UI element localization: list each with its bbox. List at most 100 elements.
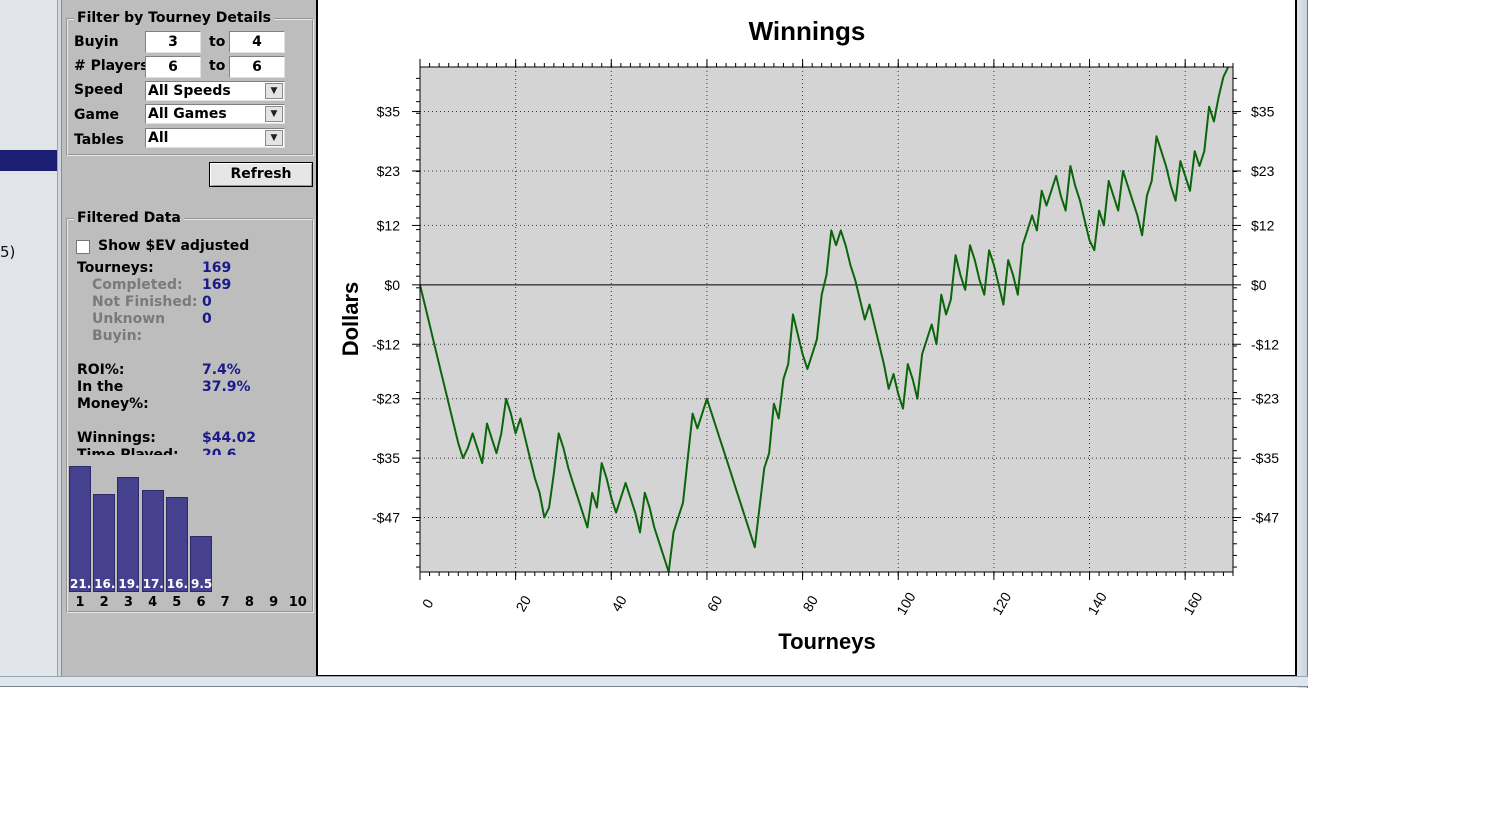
x-axis-label: Tourneys (778, 629, 875, 654)
winnings-value: $44.02 (202, 430, 257, 446)
players-to-label: to (209, 58, 226, 74)
unknown-buyin-label-line1: Unknown (92, 311, 166, 327)
x-tick-label: 160 (1180, 589, 1206, 617)
x-tick-label: 80 (799, 593, 821, 615)
buyin-to-label: to (209, 34, 226, 50)
time-played-label: Time Played: (77, 447, 179, 455)
histogram-bar-value: 21. (70, 577, 92, 591)
window-bottom-border (0, 676, 1308, 687)
chevron-down-icon[interactable]: ▼ (265, 106, 283, 122)
show-ev-label[interactable]: Show $EV adjusted (98, 238, 250, 254)
y-tick-label: $23 (377, 163, 401, 179)
tourneys-value: 169 (202, 260, 232, 276)
x-tick-label: 0 (419, 596, 437, 611)
selected-nav-item[interactable] (0, 150, 57, 171)
buyin-to-field[interactable]: 4 (229, 31, 285, 53)
winnings-series-line (419, 66, 1230, 573)
y-tick-label-right: -$47 (1251, 510, 1279, 526)
game-select[interactable]: All Games ▼ (145, 104, 285, 124)
y-tick-label: -$23 (372, 391, 400, 407)
winnings-chart-panel: $35 $35 $23 $23 $12 $12 $0 $0 -$12 -$12 -$23 -$23 -$… (316, 0, 1297, 677)
chevron-down-icon[interactable]: ▼ (265, 83, 283, 99)
histogram-bar (93, 494, 116, 592)
y-tick-label-right: -$35 (1251, 450, 1279, 466)
speed-select[interactable]: All Speeds ▼ (145, 81, 285, 101)
itm-label-line2: Money%: (77, 396, 149, 412)
histogram-bar (141, 490, 164, 592)
roi-label: ROI%: (77, 362, 125, 378)
y-tick-label: -$12 (372, 336, 400, 352)
histogram-position-label: 6 (196, 595, 206, 610)
filter-details-title: Filter by Tourney Details (74, 10, 274, 26)
players-from-field[interactable]: 6 (145, 56, 201, 78)
filtered-data-title: Filtered Data (74, 210, 184, 226)
plot-border (419, 66, 1234, 573)
refresh-button[interactable]: Refresh (209, 162, 313, 187)
histogram-bar (117, 477, 140, 592)
time-played-value: 20.6 (202, 447, 237, 455)
not-finished-value: 0 (202, 294, 212, 310)
itm-label-line1: In the (77, 379, 124, 395)
histogram-position-label: 5 (172, 595, 182, 610)
y-tick-label-right: $35 (1251, 104, 1275, 120)
splitter[interactable] (58, 0, 61, 677)
x-tick-label: 20 (512, 593, 534, 615)
tables-select-value: All (148, 130, 169, 146)
y-tick-label-right: $0 (1251, 277, 1267, 293)
players-label: # Players (74, 58, 149, 74)
histogram-bar (190, 536, 212, 592)
histogram-bar-value: 16. (94, 577, 116, 591)
histogram-position-label: 9 (269, 595, 279, 610)
window-right-border (1297, 0, 1308, 688)
histogram-position-label: 1 (75, 595, 85, 610)
plot-area (419, 66, 1234, 573)
y-tick-label: $0 (384, 277, 400, 293)
y-tick-label-right: $12 (1251, 217, 1275, 233)
roi-value: 7.4% (202, 362, 241, 378)
x-tick-label: 100 (893, 589, 919, 617)
filtered-data-group: Filtered Data (66, 210, 314, 613)
left-nav-strip: 5) (0, 0, 58, 677)
speed-select-value: All Speeds (148, 83, 231, 99)
histogram-bar-value: 16. (166, 577, 189, 591)
show-ev-checkbox[interactable] (76, 240, 90, 254)
filter-panel: Filter by Tourney Details Buyin 3 to 4 #… (61, 0, 316, 677)
filter-details-group: Filter by Tourney Details (66, 10, 314, 156)
y-tick-label: -$35 (372, 450, 400, 466)
histogram-position-label: 2 (99, 595, 109, 610)
completed-label: Completed: (92, 277, 183, 293)
y-tick-label-right: -$12 (1251, 336, 1279, 352)
y-axis-label: Dollars (338, 282, 363, 357)
histogram-bar (69, 466, 91, 592)
app-window: 5) Filter by Tourney Details Buyin 3 to … (0, 0, 1308, 688)
chart-title: Winnings (749, 16, 866, 46)
tables-label: Tables (74, 132, 124, 148)
itm-value: 37.9% (202, 379, 251, 395)
speed-label: Speed (74, 82, 124, 98)
finish-position-histogram: 21. 1 16. 2 19. 3 17. 4 16. 5 9.5 6 7 8 9 10 (67, 460, 312, 612)
histogram-bar-value: 19. (118, 577, 140, 591)
not-finished-label: Not Finished: (92, 294, 198, 310)
histogram-position-label: 10 (288, 595, 307, 610)
histogram-bar-value: 17. (142, 577, 164, 591)
winnings-label: Winnings: (77, 430, 156, 446)
stats-list: Tourneys: 169 Completed: 169 Not Finishe… (62, 255, 312, 455)
histogram-position-label: 7 (220, 595, 230, 610)
tables-select[interactable]: All ▼ (145, 128, 285, 148)
histogram-bar (165, 497, 188, 592)
buyin-label: Buyin (74, 34, 119, 50)
game-select-value: All Games (148, 106, 227, 122)
buyin-from-field[interactable]: 3 (145, 31, 201, 53)
chevron-down-icon[interactable]: ▼ (265, 130, 283, 146)
x-tick-label: 120 (989, 589, 1015, 617)
winnings-chart: $35 $35 $23 $23 $12 $12 $0 $0 -$12 -$12 -$23 -$23 -$… (338, 16, 1279, 654)
unknown-buyin-value: 0 (202, 311, 212, 327)
histogram-bar-value: 9.5 (191, 577, 213, 591)
y-tick-label-right: -$23 (1251, 391, 1279, 407)
y-tick-label: $12 (377, 217, 401, 233)
players-to-field[interactable]: 6 (229, 56, 285, 78)
y-tick-label: $35 (377, 104, 401, 120)
histogram-position-label: 8 (244, 595, 254, 610)
game-label: Game (74, 107, 120, 123)
y-tick-label-right: $23 (1251, 163, 1275, 179)
